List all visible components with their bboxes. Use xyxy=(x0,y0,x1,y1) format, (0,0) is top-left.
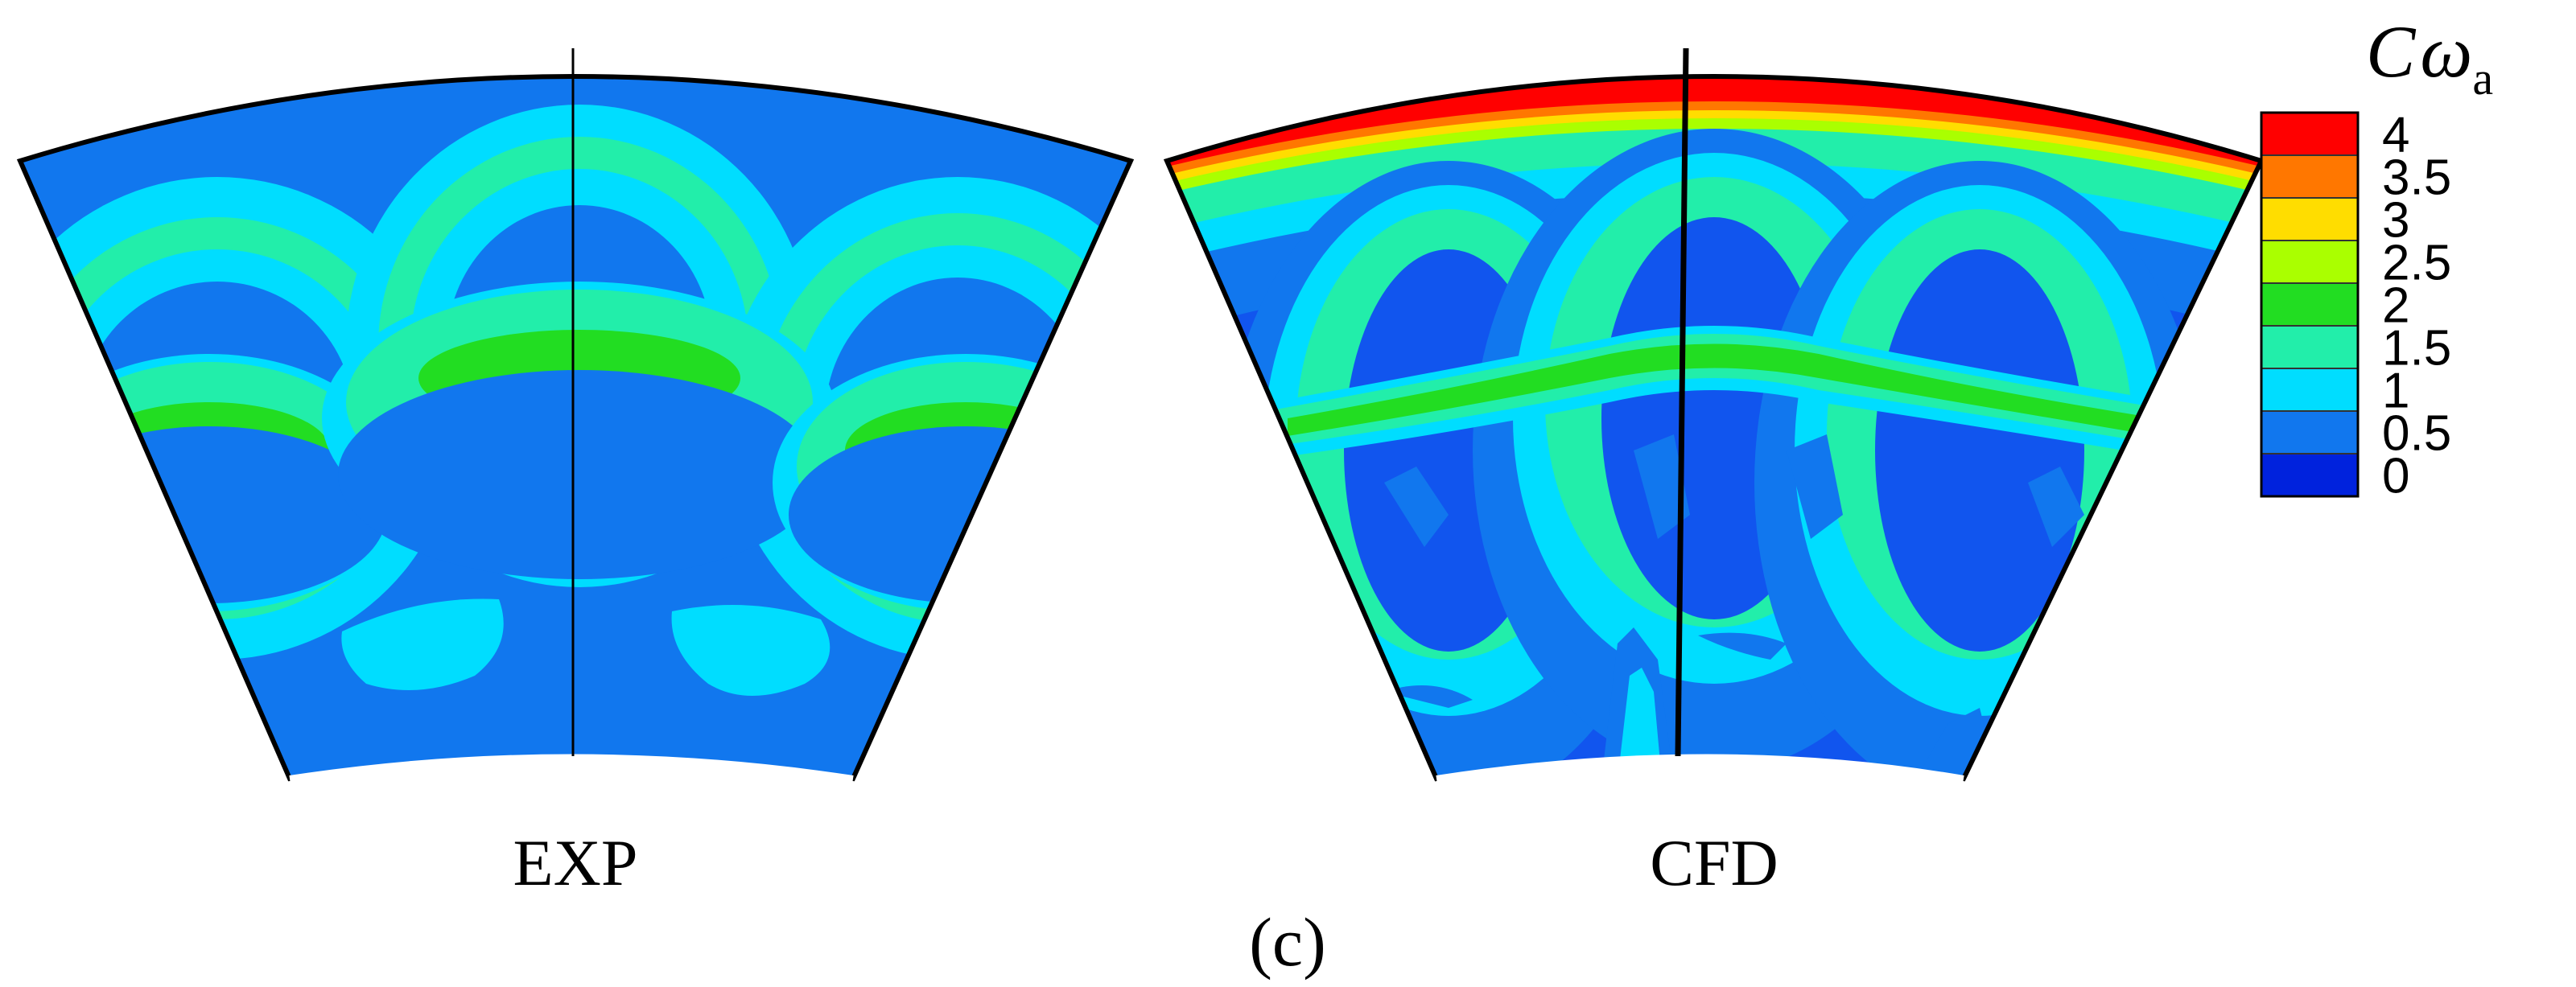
legend-title-main: C xyxy=(2366,10,2417,93)
colorbar-legend: Cωa 43.532.521.510.50 xyxy=(2260,10,2493,504)
legend-swatch-2 xyxy=(2261,197,2359,241)
exp-panel-label: EXP xyxy=(513,826,638,899)
legend-tick-label: 1 xyxy=(2382,364,2409,419)
subfigure-label: (c) xyxy=(1249,903,1325,981)
legend-title-symbol: ω xyxy=(2420,10,2472,93)
legend-frame xyxy=(2260,111,2360,498)
legend-tick-label: 2.5 xyxy=(2382,236,2451,291)
legend-swatch-3 xyxy=(2261,240,2359,284)
legend-swatch-7 xyxy=(2261,410,2359,454)
legend-swatch-1 xyxy=(2261,154,2359,199)
legend-tick-label: 4 xyxy=(2382,108,2409,163)
legend-tick-label: 3 xyxy=(2382,193,2409,249)
legend-swatch-6 xyxy=(2261,368,2359,412)
legend-tick-label: 0 xyxy=(2382,449,2409,504)
legend-tick-labels: 43.532.521.510.50 xyxy=(2382,108,2451,504)
cfd-plumes xyxy=(1384,434,2084,779)
exp-contour-panel xyxy=(16,48,1135,782)
legend-swatch-0 xyxy=(2261,112,2359,156)
cfd-contour-panel xyxy=(1163,47,2265,782)
legend-swatch-8 xyxy=(2261,453,2359,497)
exp-blob-right xyxy=(671,605,831,696)
cfd-lower-band xyxy=(1272,326,2173,459)
legend-swatches xyxy=(2260,111,2360,498)
legend-swatch-4 xyxy=(2261,282,2359,327)
legend-tick-label: 2 xyxy=(2382,278,2409,334)
legend-title-subscript: a xyxy=(2472,52,2493,105)
cfd-arches xyxy=(1223,129,2205,779)
legend-tick-label: 0.5 xyxy=(2382,406,2451,462)
legend-tick-label: 3.5 xyxy=(2382,150,2451,206)
cfd-panel-label: CFD xyxy=(1650,826,1778,899)
cfd-center-line xyxy=(1675,47,1689,757)
legend-tick-label: 1.5 xyxy=(2382,321,2451,376)
legend-title: Cωa xyxy=(2366,10,2493,105)
exp-blob-left xyxy=(341,598,504,690)
legend-swatch-5 xyxy=(2261,325,2359,369)
